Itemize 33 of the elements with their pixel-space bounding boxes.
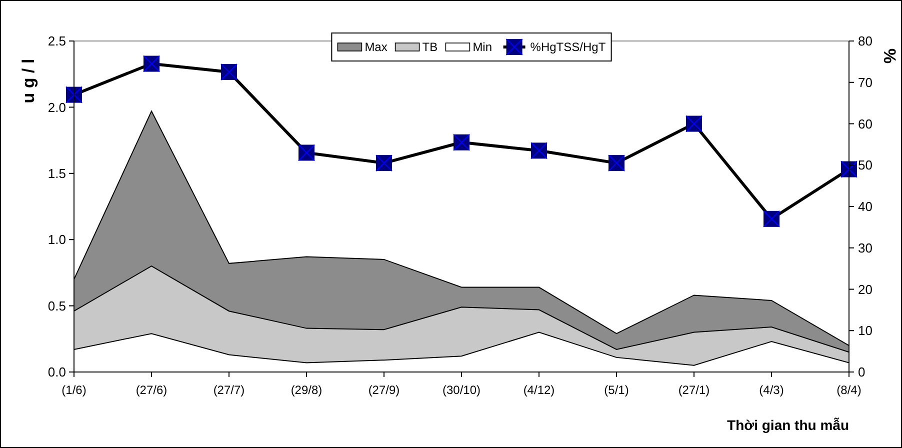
x-tick-label: (1/6) xyxy=(62,383,86,397)
y-tick-label: 1.5 xyxy=(48,166,66,181)
x-tick-label: (30/10) xyxy=(442,383,481,397)
y2-tick-label: 50 xyxy=(858,158,872,173)
y2-tick-label: 10 xyxy=(858,323,872,338)
y2-tick-label: 80 xyxy=(858,34,872,49)
y2-tick-label: 0 xyxy=(858,364,866,380)
legend-label: %HgTSS/HgT xyxy=(530,40,606,54)
legend-label: Max xyxy=(364,40,388,54)
y-axis-title: u g / l xyxy=(19,58,38,104)
x-tick-label: (27/9) xyxy=(368,383,400,397)
y-tick-label: 0.0 xyxy=(48,364,66,380)
y2-tick-label: 30 xyxy=(858,240,872,256)
x-tick-label: (27/6) xyxy=(136,383,168,397)
y2-tick-label: 60 xyxy=(858,116,872,132)
y2-axis-title: % xyxy=(880,48,899,64)
x-tick-label: (8/4) xyxy=(836,383,862,397)
x-tick-label: (4/3) xyxy=(759,383,784,397)
y2-tick-label: 20 xyxy=(858,282,872,297)
y2-tick-label: 40 xyxy=(858,199,872,214)
x-tick-label: (27/7) xyxy=(213,383,245,397)
y2-tick-label: 70 xyxy=(858,74,872,90)
y-tick-label: 2.5 xyxy=(48,34,66,49)
y-tick-label: 1.0 xyxy=(48,232,66,248)
x-tick-label: (4/12) xyxy=(523,383,555,397)
x-tick-label: (5/1) xyxy=(604,383,629,397)
x-tick-label: (29/8) xyxy=(290,383,322,397)
x-axis-title: Thời gian thu mẫu xyxy=(727,417,849,433)
x-tick-label: (27/1) xyxy=(678,383,710,397)
y-tick-label: 0.5 xyxy=(48,298,66,314)
legend-label: Min xyxy=(472,40,492,54)
y-tick-label: 2.0 xyxy=(48,100,66,115)
legend-label: TB xyxy=(422,40,438,54)
